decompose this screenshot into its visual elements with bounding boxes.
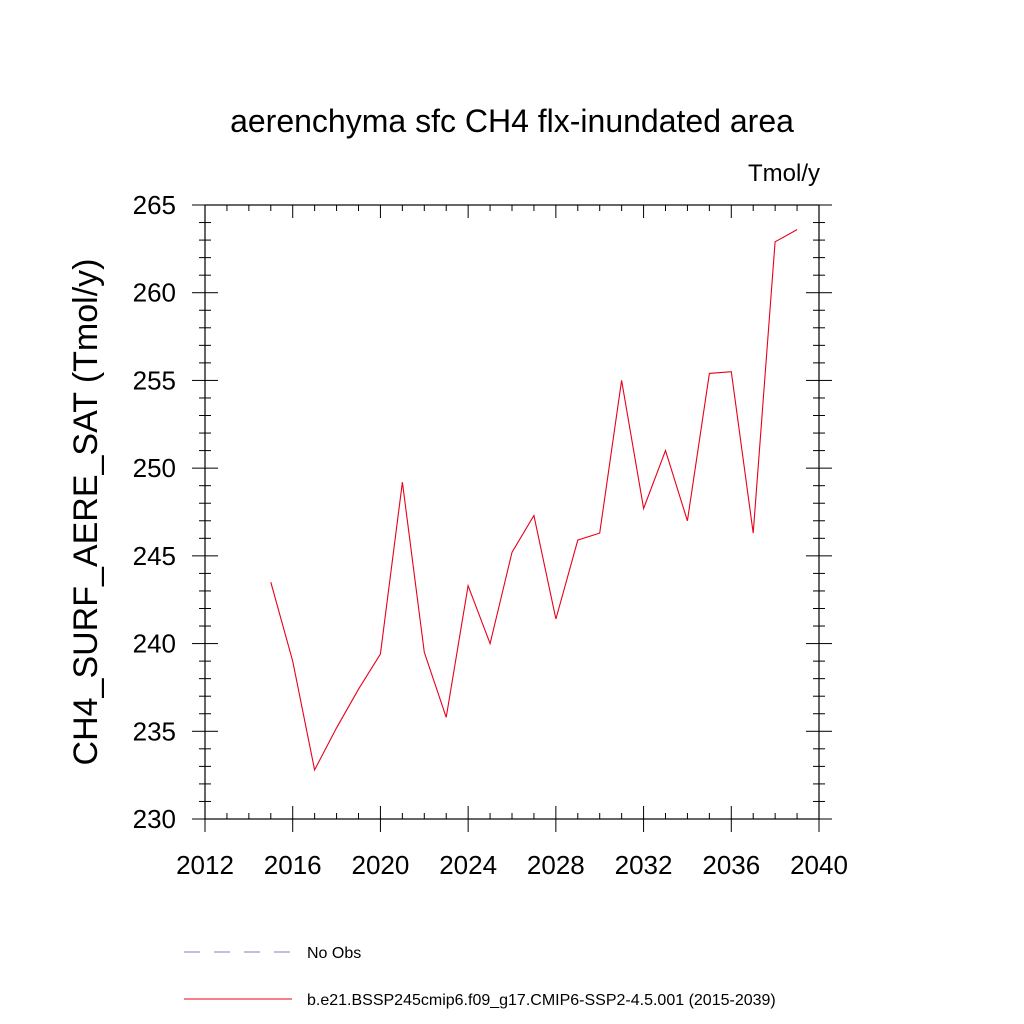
x-tick-label: 2012: [176, 850, 234, 880]
legend-label-ssp245: b.e21.BSSP245cmip6.f09_g17.CMIP6-SSP2-4.…: [307, 992, 776, 1009]
series-layer: [270, 229, 798, 772]
axis-ticks: [192, 204, 832, 832]
y-tick-label: 260: [133, 278, 176, 308]
x-tick-label: 2020: [352, 850, 410, 880]
x-tick-label: 2024: [439, 850, 497, 880]
y-tick-label: 250: [133, 453, 176, 483]
x-tick-label: 2036: [702, 850, 760, 880]
y-axis-title: CH4_SURF_AERE_SAT (Tmol/y): [67, 259, 105, 766]
axis-tick-labels: 2012 2016 2020 2024 2028 2032 2036 2040 230 235 24…: [133, 190, 848, 880]
chart-title: aerenchyma sfc CH4 flx-inundated area: [230, 103, 794, 139]
y-tick-label: 265: [133, 190, 176, 220]
y-tick-label: 245: [133, 541, 176, 571]
x-tick-label: 2032: [615, 850, 673, 880]
x-tick-label: 2016: [264, 850, 322, 880]
y-tick-label: 240: [133, 629, 176, 659]
x-tick-label: 2040: [790, 850, 848, 880]
legend: No Obs b.e21.BSSP245cmip6.f09_g17.CMIP6-…: [184, 945, 776, 1009]
legend-label-no-obs: No Obs: [307, 945, 361, 962]
y-tick-label: 230: [133, 804, 176, 834]
x-tick-label: 2028: [527, 850, 585, 880]
y-tick-label: 235: [133, 716, 176, 746]
units-label: Tmol/y: [748, 160, 820, 187]
plot-frame: [204, 204, 820, 820]
series-line-1: [270, 229, 798, 772]
y-tick-label: 255: [133, 365, 176, 395]
